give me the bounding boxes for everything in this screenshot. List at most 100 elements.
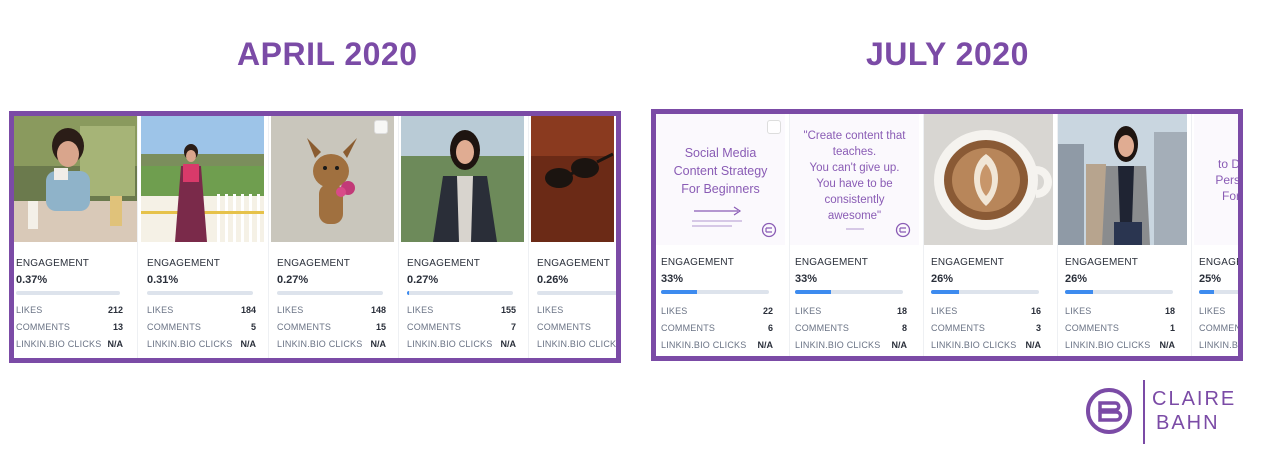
woman-rooftop-photo <box>1058 114 1187 245</box>
comments-label: COMMEN <box>1199 323 1238 333</box>
brand-logo-icon <box>1086 388 1132 434</box>
comments-label: COMMENTS <box>661 323 716 333</box>
comments-label: COMMENTS <box>407 322 462 332</box>
clicks-value: N/A <box>891 340 908 350</box>
engagement-bar <box>277 291 383 295</box>
comments-value: 15 <box>375 322 386 332</box>
clicks-value: N/A <box>240 339 257 349</box>
engagement-bar <box>147 291 253 295</box>
april-card-2[interactable]: ENGAGEMENT 0.31% LIKES 184 COMMENTS 5 LI… <box>139 116 269 358</box>
likes-value: 212 <box>107 305 123 315</box>
graphic-line: Pers <box>1215 173 1238 187</box>
likes-label: LIKES <box>16 305 43 315</box>
clicks-label: LINKIN.BIO CLICKS <box>1199 340 1238 350</box>
april-card-1[interactable]: ENGAGEMENT 0.37% LIKES 212 COMMENTS 13 L… <box>14 116 138 358</box>
quote-line: "Create content that <box>803 130 906 142</box>
july-card-2[interactable]: "Create content that teaches. You can't … <box>790 114 924 356</box>
graphic-line: Social Media <box>684 146 757 160</box>
engagement-value: 26% <box>931 273 954 285</box>
graphic-line: Content Strategy <box>673 164 768 178</box>
july-card-1[interactable]: Social Media Content Strategy For Beginn… <box>656 114 790 356</box>
likes-value: 22 <box>762 306 773 316</box>
engagement-bar-fill <box>931 290 960 294</box>
engagement-label: ENGAGEMENT <box>147 258 221 269</box>
divider <box>692 220 742 222</box>
engagement-value: 25% <box>1199 273 1222 285</box>
clicks-label: LINKIN.BIO CLICKS <box>1065 340 1151 350</box>
graphic-line: to D <box>1217 157 1238 171</box>
graphic-line: For Beginners <box>681 182 760 196</box>
engagement-value: 0.27% <box>407 274 439 286</box>
quote-line: awesome" <box>827 210 882 222</box>
comments-value: 3 <box>1035 323 1041 333</box>
arrow-right-icon <box>694 206 742 216</box>
engagement-value: 0.31% <box>147 274 179 286</box>
logo-line-1: CLAIRE <box>1152 388 1237 410</box>
comments-value: 7 <box>510 322 516 332</box>
engagement-label: ENGAGEMENT <box>661 257 735 268</box>
comments-value: 13 <box>112 322 123 332</box>
april-card-4[interactable]: ENGAGEMENT 0.27% LIKES 155 COMMENTS 7 LI… <box>399 116 529 358</box>
clicks-label: LINKIN.BIO CLICKS <box>407 339 493 349</box>
likes-value: 148 <box>370 305 386 315</box>
dog-photo <box>271 116 394 242</box>
comments-value: 1 <box>1169 323 1175 333</box>
clicks-value: N/A <box>370 339 387 349</box>
divider <box>692 225 732 227</box>
engagement-label: ENGAGEMENT <box>1199 257 1238 268</box>
likes-label: LIKES <box>1199 306 1226 316</box>
likes-label: LIKES <box>537 305 564 315</box>
likes-value: 18 <box>1164 306 1175 316</box>
clicks-label: LINKIN.BIO CLICKS <box>795 340 881 350</box>
likes-label: LIKES <box>277 305 304 315</box>
july-card-4[interactable]: ENGAGEMENT 26% LIKES 18 COMMENTS 1 LINKI… <box>1058 114 1192 356</box>
select-checkbox[interactable] <box>374 120 388 134</box>
engagement-label: ENGAGEMENT <box>277 258 351 269</box>
april-card-3[interactable]: ENGAGEMENT 0.27% LIKES 148 COMMENTS 15 L… <box>269 116 399 358</box>
graphic-line: For <box>1222 189 1238 203</box>
likes-label: LIKES <box>931 306 958 316</box>
clicks-label: LINKIN.BIO CLICKS <box>277 339 363 349</box>
clicks-value: N/A <box>1025 340 1042 350</box>
woman-portrait-photo <box>401 116 524 242</box>
engagement-value: 33% <box>661 273 684 285</box>
comments-label: COMMENTS <box>16 322 71 332</box>
engagement-label: ENGAGEMENT <box>537 258 611 269</box>
july-panel: Social Media Content Strategy For Beginn… <box>651 109 1243 361</box>
clicks-label: LINKIN.BIO CLICK <box>537 339 617 349</box>
likes-label: LIKES <box>147 305 174 315</box>
comments-label: COMMENTS <box>537 322 592 332</box>
partial-graphic: to D Pers For <box>1194 114 1238 245</box>
sunglasses-photo <box>531 116 614 242</box>
brand-logo-icon <box>761 222 777 238</box>
engagement-label: ENGAGEMENT <box>795 257 869 268</box>
july-heading: JULY 2020 <box>866 36 1029 72</box>
engagement-bar <box>1065 290 1173 294</box>
likes-value: 155 <box>500 305 516 315</box>
july-card-5[interactable]: to D Pers For ENGAGEMENT 25% LIKES COMME… <box>1192 114 1238 356</box>
engagement-bar-fill <box>1065 290 1094 294</box>
comments-label: COMMENTS <box>147 322 202 332</box>
engagement-bar-fill <box>1199 290 1214 294</box>
quote-line: You have to be <box>816 178 893 190</box>
engagement-bar <box>661 290 769 294</box>
engagement-bar <box>1199 290 1238 294</box>
select-checkbox[interactable] <box>767 120 781 134</box>
april-card-5[interactable]: ENGAGEMENT 0.26% LIKES COMMENTS LINKIN.B… <box>529 116 617 358</box>
engagement-value: 33% <box>795 273 818 285</box>
logo-divider <box>1143 380 1145 444</box>
july-card-3[interactable]: ENGAGEMENT 26% LIKES 16 COMMENTS 3 LINKI… <box>924 114 1058 356</box>
likes-label: LIKES <box>407 305 434 315</box>
divider <box>846 228 864 230</box>
comments-label: COMMENTS <box>795 323 850 333</box>
engagement-bar <box>795 290 903 294</box>
latte-art-photo <box>924 114 1053 245</box>
engagement-bar <box>407 291 513 295</box>
likes-value: 18 <box>896 306 907 316</box>
clicks-label: LINKIN.BIO CLICKS <box>661 340 747 350</box>
clicks-value: N/A <box>757 340 774 350</box>
comments-value: 5 <box>250 322 256 332</box>
quote-line: consistently <box>824 194 885 206</box>
clicks-label: LINKIN.BIO CLICKS <box>931 340 1017 350</box>
likes-label: LIKES <box>795 306 822 316</box>
